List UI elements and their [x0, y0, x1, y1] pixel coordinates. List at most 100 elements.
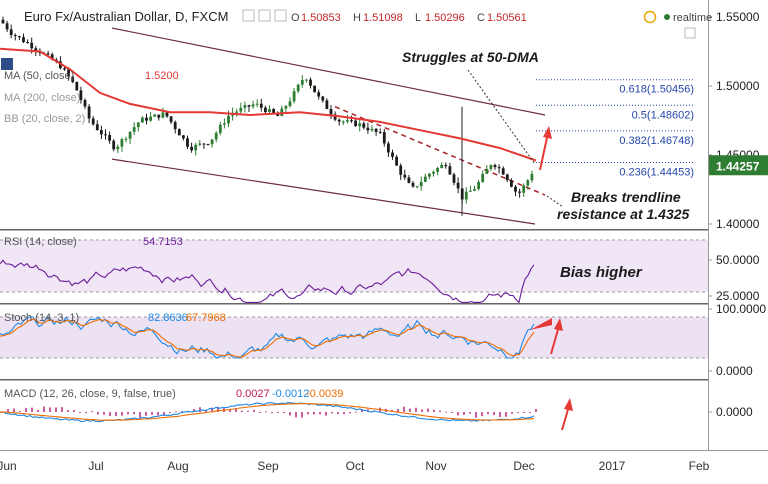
stoch-arrowhead-icon [554, 318, 563, 331]
fib-level-label: 0.618(1.50456) [619, 84, 694, 96]
macd-hist-bar [523, 411, 525, 413]
clock-icon[interactable] [643, 10, 657, 24]
macd-hist-bar [301, 412, 303, 418]
fib-level-label: 0.236(1.44453) [619, 167, 694, 179]
macd-hist-bar [445, 411, 447, 413]
macd-hist-bar [397, 408, 399, 412]
candle-body [87, 106, 91, 119]
candle-body [124, 138, 128, 140]
panel-background [0, 0, 768, 451]
header-tool-icons[interactable] [242, 9, 287, 22]
bb-label: BB (20, close, 2) [4, 113, 85, 125]
macd-hist-bar [133, 412, 135, 415]
candle-body [284, 106, 288, 109]
candle-body [157, 114, 161, 118]
time-axis-label: Aug [167, 459, 188, 473]
macd-hist-bar [67, 409, 69, 412]
candle-body [382, 132, 386, 144]
rsi-pane[interactable] [0, 259, 552, 330]
macd-hist-bar [61, 407, 63, 412]
candle-body [518, 191, 521, 193]
macd-hist-bar [91, 411, 93, 413]
toggle-icon[interactable] [258, 9, 271, 22]
pane-divider [0, 303, 708, 305]
candle-body [497, 167, 501, 169]
ohlc-key: L [415, 12, 421, 24]
candle-body [13, 34, 17, 37]
macd-hist-bar [199, 407, 201, 412]
candle-body [161, 112, 165, 118]
macd-hist-bar [295, 412, 297, 418]
stoch-pane[interactable] [0, 316, 563, 359]
price-tick-label: 1.40000 [716, 217, 760, 231]
macd-signal-line [0, 403, 535, 421]
candle-body [18, 36, 21, 38]
ohlc-value: 1.51098 [363, 12, 403, 24]
macd-arrowhead-icon [564, 398, 573, 411]
candle-body [432, 171, 435, 174]
macd-hist-bar [97, 412, 99, 415]
candle-body [407, 177, 411, 183]
macd-hist-bar [79, 411, 81, 413]
stoch-arrow-icon [550, 325, 560, 355]
macd-hist-bar [31, 407, 33, 412]
candle-body [452, 174, 456, 183]
macd-hist-bar [175, 411, 177, 413]
ma200-label: MA (200, close) [4, 92, 80, 104]
candle-body [50, 54, 54, 60]
macd-hist-bar [289, 412, 291, 416]
candle-body [288, 101, 292, 107]
macd-arrow-icon [561, 405, 570, 431]
candle-body [206, 144, 210, 146]
macd-hist-bar [13, 408, 15, 412]
candle-body [501, 168, 505, 175]
price-axis[interactable]: 1.550001.500001.450001.400001.4425750.00… [708, 10, 768, 419]
candle-body [120, 139, 124, 147]
macd-hist-bar [451, 412, 453, 413]
macd-hist-bar [403, 406, 405, 412]
macd-hist-bar [415, 407, 417, 412]
candle-body [153, 114, 157, 117]
candle-body [22, 37, 25, 43]
macd-hist-bar [427, 408, 429, 412]
pane-divider [0, 229, 708, 231]
candle-body [75, 81, 79, 91]
macd-hist-bar [157, 412, 159, 416]
close-pane-icon[interactable] [684, 27, 696, 39]
candle-body [91, 118, 95, 125]
candle-body [95, 124, 99, 131]
stoch-band [0, 317, 708, 358]
candle-body [440, 164, 444, 168]
candle-body [341, 121, 345, 123]
price-pane[interactable]: 0.618(1.50456) 0.5(1.48602) 0.382(1.46748)… [0, 16, 694, 225]
indicator-legend[interactable]: MA (50, close) 1.5200 MA (200, close) BB… [1, 58, 179, 125]
macd-hist-bar [247, 410, 249, 412]
macd-pane[interactable] [0, 398, 573, 431]
candle-body [26, 42, 29, 44]
ohlc-readout: O 1.50853 H 1.51098 L 1.50296 C 1.50561 [291, 12, 527, 24]
indicator-handle-icon[interactable] [1, 58, 13, 70]
candle-body [108, 135, 111, 141]
indicator-tick-label: 0.0000 [716, 364, 753, 378]
macd-hist-bar [433, 409, 435, 412]
macd-hist-bar [55, 407, 57, 412]
macd-hist-bar [475, 412, 477, 418]
macd-line [0, 402, 535, 423]
more-icon[interactable] [274, 9, 287, 22]
settings-icon[interactable] [242, 9, 255, 22]
candle-body [268, 109, 271, 113]
macd-hist-bar [529, 412, 531, 413]
stoch-k-line [0, 316, 535, 359]
time-axis[interactable]: Jun Jul Aug Sep Oct Nov Dec 2017 Feb [0, 459, 710, 473]
candle-body [259, 103, 263, 108]
macd-hist-bar [43, 406, 45, 412]
candle-body [190, 146, 193, 151]
stoch-up-arrow-icon [530, 318, 552, 330]
macd-hist-bar [337, 412, 339, 415]
candle-body [419, 181, 423, 187]
current-price-tag[interactable] [709, 155, 768, 176]
candle-body [411, 182, 415, 187]
macd-hist-bar [481, 412, 483, 417]
